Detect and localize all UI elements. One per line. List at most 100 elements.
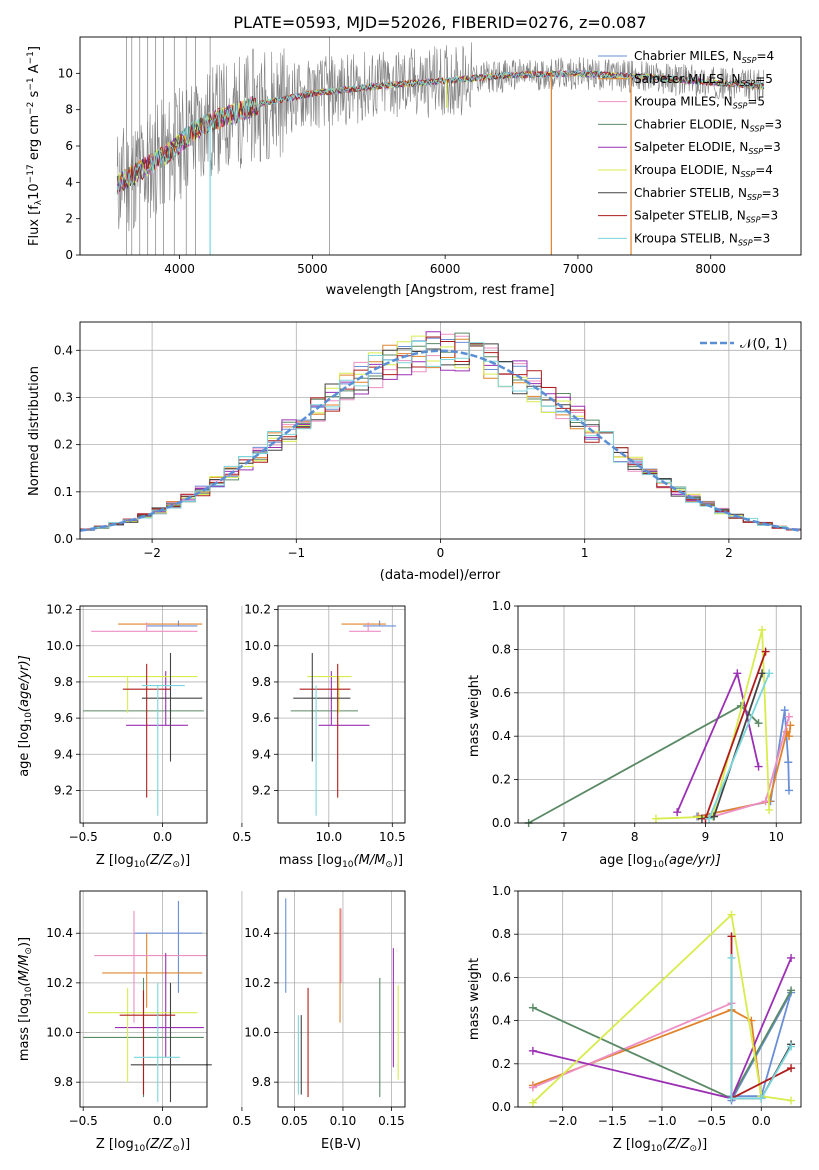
mass-weight-series [704,651,767,820]
mass-weight-marker [528,1003,537,1012]
mass-weight-ylabel-top: mass weight [467,675,482,757]
y-tick-label: 10.2 [46,603,73,617]
y-tick-label: 0.4 [492,729,511,743]
spectrum-panel: 4000 5000 6000 7000 8000 0 2 4 6 8 10 Chabrier MIL… [26,36,802,298]
y-tick-label: 9.2 [54,783,73,797]
legend-label: Kroupa STELIB, NSSP=3 [634,231,770,247]
x-tick-label: 10 [769,830,784,844]
y-tick-label: 1.0 [492,599,511,613]
gaussian-legend-label: 𝒩(0, 1) [740,337,787,352]
x-tick-label: 0.5 [232,1114,251,1128]
y-tick-label: 10.0 [46,639,73,653]
x-tick-label: 7 [560,830,568,844]
y-tick-label: 0.4 [492,1014,511,1028]
y-tick-label: 0.3 [54,390,73,404]
mass-weight-marker [784,758,793,767]
legend-label: Kroupa ELODIE, NSSP=4 [634,163,773,179]
y-tick-label: 0.0 [54,532,73,546]
mass-weight-marker [727,932,736,941]
x-tick-label: −2 [143,546,161,560]
y-tick-label: 0.2 [54,438,73,452]
x-tick-label: 8000 [695,262,726,276]
y-tick-label: 10.2 [46,976,73,990]
residual-histogram-panel: −2 −1 0 1 2 0.0 0.1 0.2 0.3 0.4 𝒩(0, 1) (data-mod… [27,321,802,583]
y-tick-label: 10.2 [244,976,271,990]
mass-weight-series [532,1008,763,1099]
mass-weight-marker [784,732,793,741]
y-tick-label: 0.6 [492,970,511,984]
mass-weight-marker [780,706,789,715]
ebv-xlabel: E(B-V) [321,1137,361,1152]
mass-weight-series [730,958,792,1100]
mass-weight-marker [709,812,718,821]
x-tick-label: 0.10 [330,1114,357,1128]
x-tick-label: 4000 [164,262,195,276]
mass-weight-marker [727,1094,736,1103]
x-tick-label: −1.5 [598,1114,627,1128]
spectrum-legend: Chabrier MILES, NSSP=4 Salpeter MILES, NS… [598,49,782,247]
model-spectrum [116,69,765,192]
y-tick-label: 0 [65,248,73,262]
histogram-xlabel: (data-model)/error [380,568,501,583]
y-tick-label: 6 [65,139,73,153]
x-tick-label: 0 [437,546,445,560]
mass-weight-marker [758,669,767,678]
x-tick-label: 0.5 [232,830,251,844]
gaussian-curve [79,349,802,532]
legend-label: Chabrier ELODIE, NSSP=3 [634,117,782,133]
y-tick-label: 10.4 [46,926,73,940]
age-xlabel: age [log10(age/yr)] [599,853,721,870]
mass-weight-series [532,912,792,1104]
y-tick-label: 0.2 [492,773,511,787]
legend-label: Kroupa MILES, NSSP=5 [634,95,765,111]
y-tick-label: 2 [65,212,73,226]
x-tick-label: 5000 [297,262,328,276]
x-tick-label: 8 [631,830,639,844]
y-tick-label: 10.4 [244,926,271,940]
histogram-ylabel: Normed distribution [27,366,42,496]
y-tick-label: 10.0 [244,1026,271,1040]
x-tick-label: −0.5 [69,830,98,844]
mass-weight-marker [705,814,714,823]
x-tick-label: 10.0 [315,830,342,844]
y-tick-label: 10 [58,66,73,80]
mass-ylabel: mass [log10(M/M⊙)] [17,937,34,1061]
mass-weight-marker [784,712,793,721]
y-tick-label: 0.4 [54,343,73,357]
x-tick-label: −0.5 [697,1114,726,1128]
mass-weight-marker [757,1094,766,1103]
y-tick-label: 9.8 [252,675,271,689]
y-tick-label: 0.8 [492,642,511,656]
y-tick-label: 10.0 [46,1026,73,1040]
x-tick-label: −1 [287,546,305,560]
x-tick-label: −1.0 [647,1114,676,1128]
observed-spectrum [116,42,764,232]
spectrum-ylabel: Flux [fλ10−17 erg cm−2 s−1 A−1] [26,46,44,246]
mass-weight-marker [758,625,767,634]
mass-weight-ylabel-bottom: mass weight [467,958,482,1040]
x-tick-label: 7000 [563,262,594,276]
x-tick-label: 0.0 [752,1114,771,1128]
x-tick-label: 6000 [430,262,461,276]
y-tick-label: 4 [65,175,73,189]
x-tick-label: 0.15 [378,1114,405,1128]
spectrum-xlabel: wavelength [Angstrom, rest frame] [326,283,555,298]
legend-label: Salpeter ELODIE, NSSP=3 [634,140,781,156]
mass-weight-marker [754,762,763,771]
age-vs-mass-panel: 10.0 10.5 9.2 9.4 9.6 9.8 10.0 10.2 [244,603,405,844]
y-tick-label: 9.4 [54,747,73,761]
mass-weight-series [528,704,760,824]
z-xlabel-right: Z [log10(Z/Z⊙)] [613,1137,707,1154]
x-tick-label: 2 [725,546,733,560]
y-tick-label: 9.6 [54,711,73,725]
y-tick-label: 0.2 [492,1057,511,1071]
age-vs-z-panel: −0.5 0.0 0.5 9.2 9.4 9.6 9.8 10.0 10.2 [46,603,251,844]
mass-weight-marker [754,719,763,728]
y-tick-label: 9.4 [252,747,271,761]
y-tick-label: 0.6 [492,686,511,700]
age-ylabel: age [log10(age/yr)] [17,655,34,777]
legend-label: Salpeter MILES, NSSP=5 [634,72,773,88]
mass-weight-marker [528,1083,537,1092]
mass-weight-marker [787,1064,796,1073]
